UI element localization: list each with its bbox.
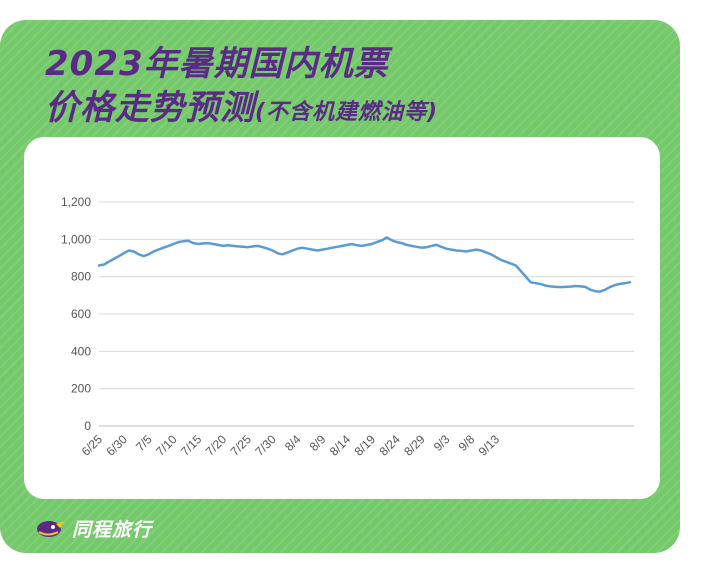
x-tick-label: 7/25 [228, 432, 255, 459]
brand-footer: 同程旅行 [36, 514, 152, 542]
x-tick-label: 9/13 [476, 432, 503, 459]
x-tick-label: 8/19 [352, 432, 379, 459]
x-tick-label: 9/3 [431, 432, 453, 454]
y-tick-label: 800 [71, 270, 91, 284]
chart-title-note: (不含机建燃油等) [255, 100, 439, 125]
x-tick-label: 9/8 [456, 432, 478, 454]
y-tick-label: 1,200 [61, 195, 91, 209]
brand-name: 同程旅行 [72, 518, 153, 541]
x-tick-label: 7/10 [153, 432, 180, 459]
chart-title-main: 价格走势预测 [45, 88, 255, 128]
chart-grid [99, 201, 634, 427]
x-axis-ticks: 6/256/30 7/57/107/157/207/257/30 8/4 8/98/1… [79, 432, 503, 459]
x-tick-label: 6/25 [79, 432, 106, 459]
y-tick-label: 600 [71, 307, 91, 321]
price-series-line [97, 236, 632, 293]
x-tick-label: 7/30 [252, 432, 279, 459]
x-tick-label: 7/15 [178, 432, 205, 459]
x-tick-label: 8/9 [307, 432, 329, 454]
y-tick-label: 1,000 [61, 232, 91, 246]
x-tick-label: 7/5 [133, 432, 155, 454]
x-tick-label: 8/24 [376, 432, 403, 459]
chart-title-line2: 价格走势预测(不含机建燃油等) [45, 88, 438, 133]
x-tick-label: 6/30 [104, 432, 131, 459]
chart-panel: 0 200 400 600 800 1,000 1,200 6/25 6/30 7/5 7/10 7… [24, 137, 660, 499]
x-tick-label: 7/20 [203, 432, 230, 459]
y-tick-label: 400 [71, 344, 91, 358]
x-tick-label: 8/14 [327, 432, 354, 459]
x-tick-label: 8/29 [401, 432, 428, 459]
y-tick-label: 0 [84, 419, 91, 433]
y-tick-label: 200 [71, 382, 91, 396]
y-axis-ticks: 0 200 400 600 800 1,000 1,200 [61, 195, 91, 433]
chart-title-line1: 2023年暑期国内机票 [45, 44, 389, 84]
x-tick-label: 8/4 [282, 432, 304, 454]
tongcheng-logo-icon [37, 521, 65, 537]
chart-series [97, 236, 632, 293]
